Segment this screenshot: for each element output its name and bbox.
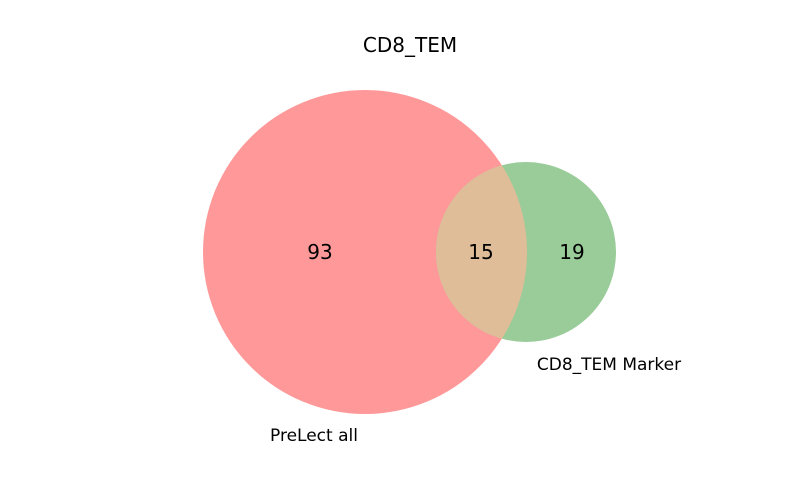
count-prelect-only: 93 xyxy=(307,240,332,264)
venn-circle-prelect-all xyxy=(203,90,527,414)
count-intersection: 15 xyxy=(468,240,493,264)
venn-overlap-region xyxy=(436,162,527,342)
set-label-prelect-all: PreLect all xyxy=(270,426,358,446)
chart-title: CD8_TEM xyxy=(363,33,457,57)
set-label-cd8-tem-marker: CD8_TEM Marker xyxy=(537,355,681,375)
count-cd8-tem-marker-only: 19 xyxy=(559,240,584,264)
